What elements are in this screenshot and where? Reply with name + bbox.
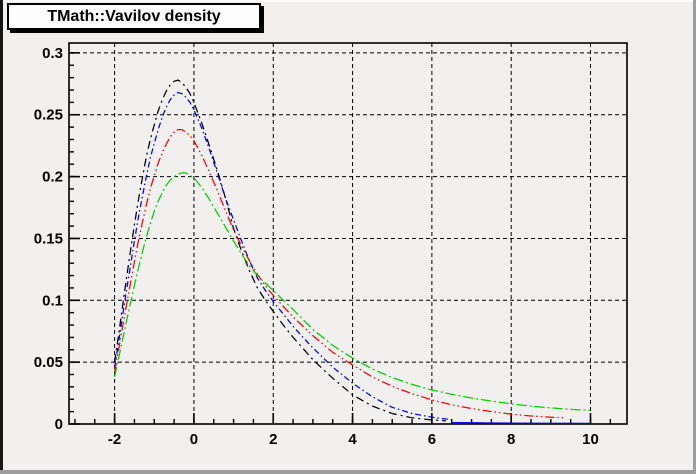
- y-axis-label: 0.2: [42, 169, 63, 186]
- y-axis-label: 0.1: [42, 292, 63, 309]
- x-axis-label: 2: [269, 431, 277, 448]
- x-axis-label: 6: [428, 431, 436, 448]
- curve-blue: [113, 91, 452, 421]
- y-axis-label: 0.15: [34, 230, 63, 247]
- curve-red: [113, 128, 565, 419]
- window-border-bottom: [0, 470, 696, 474]
- y-axis-label: 0.3: [42, 45, 63, 62]
- x-axis-label: 0: [190, 431, 198, 448]
- x-axis-label: 10: [582, 431, 599, 448]
- y-axis-label: 0: [55, 416, 63, 433]
- window-border-top: [0, 0, 696, 2]
- window-border-right: [693, 0, 696, 474]
- plot-frame: [68, 42, 628, 425]
- x-axis-label: 4: [348, 431, 357, 448]
- y-axis-label: 0.25: [34, 107, 63, 124]
- x-axis-label: -2: [108, 431, 121, 448]
- curve-green: [113, 172, 591, 412]
- window-border-left: [0, 0, 3, 474]
- x-axis-label: 8: [507, 431, 515, 448]
- plot-title: TMath::Vavilov density: [47, 7, 221, 25]
- y-axis-label: 0.05: [34, 354, 63, 371]
- curve-blue-axis-tail: [451, 421, 591, 425]
- plot-title-box[interactable]: TMath::Vavilov density: [7, 3, 261, 30]
- curve-black: [113, 79, 446, 422]
